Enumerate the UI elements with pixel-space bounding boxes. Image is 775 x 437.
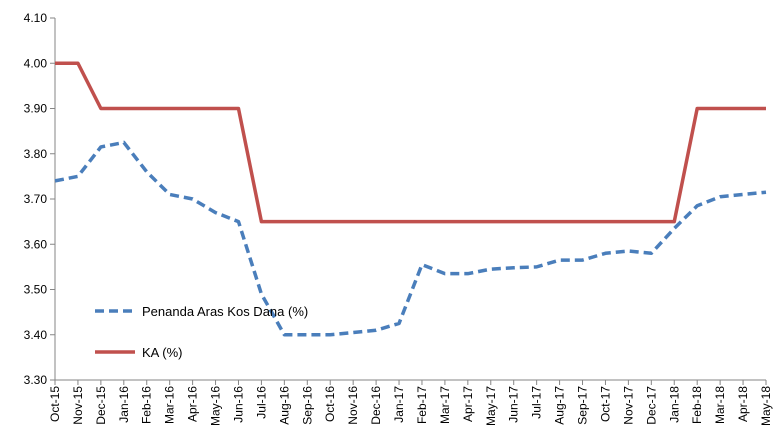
x-tick-label: Mar-16 <box>163 386 177 424</box>
x-tick-label: Oct-17 <box>598 386 612 422</box>
x-tick-label: May-16 <box>209 386 223 426</box>
x-tick-label: Sep-17 <box>576 386 590 425</box>
x-tick-label: Sep-16 <box>300 386 314 425</box>
x-tick-label: Nov-16 <box>346 386 360 425</box>
x-axis: Oct-15 Nov-15 Dec-15 Jan-16 Feb-16 Mar-16 Apr-… <box>48 379 773 426</box>
x-tick-label: Oct-16 <box>323 386 337 422</box>
x-tick-label: Nov-15 <box>71 386 85 425</box>
x-tick-label: Dec-16 <box>369 386 383 425</box>
x-tick-label: May-18 <box>759 386 773 426</box>
series-layer <box>54 61 767 337</box>
x-tick-label: Feb-17 <box>415 386 429 424</box>
x-tick-label: Jan-18 <box>667 386 681 423</box>
y-tick-label: 3.30 <box>24 373 48 387</box>
x-tick-label: Mar-18 <box>713 386 727 424</box>
y-axis: 3.30 3.40 3.50 3.60 3.70 3.80 3.90 4.00 4.10 <box>24 11 56 387</box>
x-tick-label: Jan-17 <box>392 386 406 423</box>
y-tick-label: 3.40 <box>24 328 48 342</box>
y-tick-label: 3.70 <box>24 192 48 206</box>
x-tick-label: Apr-16 <box>186 386 200 422</box>
x-tick-label: Mar-17 <box>438 386 452 424</box>
x-tick-label: Feb-16 <box>140 386 154 424</box>
y-tick-label: 3.60 <box>24 237 48 251</box>
x-tick-label: May-17 <box>484 386 498 426</box>
x-tick-label: Feb-18 <box>690 386 704 424</box>
x-tick-label: Jun-16 <box>231 386 245 423</box>
x-tick-label: Jan-16 <box>117 386 131 423</box>
y-tick-label: 3.90 <box>24 102 48 116</box>
series-line-ka <box>55 61 766 224</box>
x-tick-label: Aug-17 <box>553 386 567 425</box>
y-tick-label: 4.00 <box>24 56 48 70</box>
y-tick-label: 3.80 <box>24 147 48 161</box>
x-tick-label: Jun-17 <box>507 386 521 423</box>
x-tick-label: Dec-15 <box>94 386 108 425</box>
legend: Penanda Aras Kos Dana (%) KA (%) <box>95 304 308 360</box>
x-tick-label: Apr-17 <box>461 386 475 422</box>
x-tick-label: Aug-16 <box>277 386 291 425</box>
y-tick-label: 4.10 <box>24 11 48 25</box>
y-tick-label: 3.50 <box>24 283 48 297</box>
x-tick-label: Nov-17 <box>621 386 635 425</box>
legend-label-ka: KA (%) <box>142 345 182 360</box>
x-tick-label: Jul-16 <box>254 386 268 419</box>
legend-label-penanda-aras: Penanda Aras Kos Dana (%) <box>142 304 308 319</box>
x-tick-label: Apr-18 <box>736 386 750 422</box>
x-tick-label: Jul-17 <box>530 386 544 419</box>
x-tick-label: Oct-15 <box>48 386 62 422</box>
series-line-penanda-aras <box>54 140 767 337</box>
x-tick-label: Dec-17 <box>644 386 658 425</box>
